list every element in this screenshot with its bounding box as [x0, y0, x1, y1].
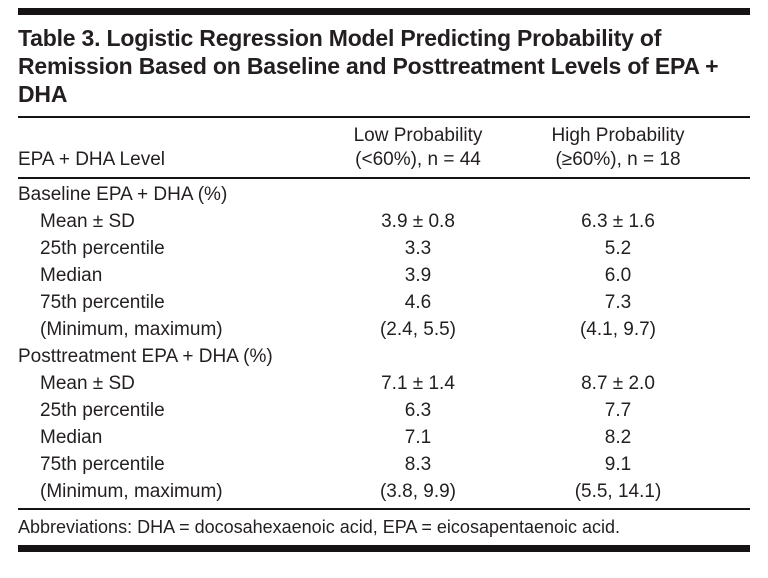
table-row: (Minimum, maximum) (3.8, 9.9) (5.5, 14.1…	[18, 478, 750, 505]
footnote-rule	[18, 508, 750, 510]
value-cell-low: 7.1	[404, 427, 432, 448]
column-header-high-probability-line1: High Probability	[551, 125, 685, 146]
row-label: Mean ± SD	[40, 373, 135, 394]
row-label: 75th percentile	[40, 292, 165, 313]
table-row: Median 7.1 8.2	[18, 424, 750, 451]
row-label: Median	[40, 427, 103, 448]
row-label: Median	[40, 265, 103, 286]
header-rule-top	[18, 116, 750, 118]
row-label: 25th percentile	[40, 400, 165, 421]
row-label: 75th percentile	[40, 454, 165, 475]
row-label: Posttreatment EPA + DHA (%)	[18, 346, 273, 367]
column-header-epa-dha-level: EPA + DHA Level	[18, 149, 165, 170]
value-cell-high: 7.3	[604, 292, 632, 313]
table: EPA + DHA Level Low Probability (<60%), …	[18, 118, 750, 177]
table-row: Mean ± SD 7.1 ± 1.4 8.7 ± 2.0	[18, 370, 750, 397]
table-footnote: Abbreviations: DHA = docosahexaenoic aci…	[18, 517, 621, 537]
top-rule	[18, 8, 750, 15]
column-header-low-probability-line2: (<60%), n = 44	[355, 149, 481, 170]
value-cell-high	[518, 181, 718, 208]
table-header-row: EPA + DHA Level Low Probability (<60%), …	[18, 118, 718, 177]
value-cell-low: 3.9 ± 0.8	[381, 211, 455, 232]
value-cell-low: 6.3	[404, 400, 432, 421]
value-cell-high: 6.0	[604, 265, 632, 286]
row-label: 25th percentile	[40, 238, 165, 259]
table-row: Median 3.9 6.0	[18, 262, 750, 289]
value-cell-low	[318, 343, 518, 370]
table-body: Baseline EPA + DHA (%) Mean ± SD 3.9 ± 0…	[18, 179, 750, 508]
column-header-low-probability: Low Probability (<60%), n = 44	[318, 124, 518, 172]
value-cell-high: 7.7	[604, 400, 632, 421]
table-row: 75th percentile 8.3 9.1	[18, 451, 750, 478]
table-row: Mean ± SD 3.9 ± 0.8 6.3 ± 1.6	[18, 208, 750, 235]
value-cell-low: 4.6	[404, 292, 432, 313]
value-cell-low: (3.8, 9.9)	[379, 481, 457, 502]
value-cell-high: 5.2	[604, 238, 632, 259]
value-cell-high: (4.1, 9.7)	[579, 319, 657, 340]
value-cell-low: (2.4, 5.5)	[379, 319, 457, 340]
column-header-low-probability-line1: Low Probability	[353, 125, 483, 146]
row-label: (Minimum, maximum)	[40, 481, 223, 502]
column-header-high-probability: High Probability (≥60%), n = 18	[518, 124, 718, 172]
value-cell-high: 8.2	[604, 427, 632, 448]
value-cell-high: 6.3 ± 1.6	[581, 211, 655, 232]
table-row: (Minimum, maximum) (2.4, 5.5) (4.1, 9.7)	[18, 316, 750, 343]
value-cell-high: 8.7 ± 2.0	[581, 373, 655, 394]
value-cell-low: 3.3	[404, 238, 432, 259]
table-row: 25th percentile 6.3 7.7	[18, 397, 750, 424]
value-cell-low	[318, 181, 518, 208]
value-cell-low: 3.9	[404, 265, 432, 286]
table-title: Table 3. Logistic Regression Model Predi…	[18, 25, 719, 107]
value-cell-high: (5.5, 14.1)	[574, 481, 662, 502]
row-label: Baseline EPA + DHA (%)	[18, 184, 228, 205]
value-cell-low: 7.1 ± 1.4	[381, 373, 455, 394]
section-row-posttreatment: Posttreatment EPA + DHA (%)	[18, 343, 750, 370]
header-rule-bottom	[18, 177, 750, 179]
row-label: (Minimum, maximum)	[40, 319, 223, 340]
table-row: 25th percentile 3.3 5.2	[18, 235, 750, 262]
row-label: Mean ± SD	[40, 211, 135, 232]
section-row-baseline: Baseline EPA + DHA (%)	[18, 181, 750, 208]
value-cell-high	[518, 343, 718, 370]
bottom-rule	[18, 545, 750, 552]
value-cell-high: 9.1	[604, 454, 632, 475]
column-header-high-probability-line2: (≥60%), n = 18	[555, 149, 681, 170]
value-cell-low: 8.3	[404, 454, 432, 475]
table-row: 75th percentile 4.6 7.3	[18, 289, 750, 316]
